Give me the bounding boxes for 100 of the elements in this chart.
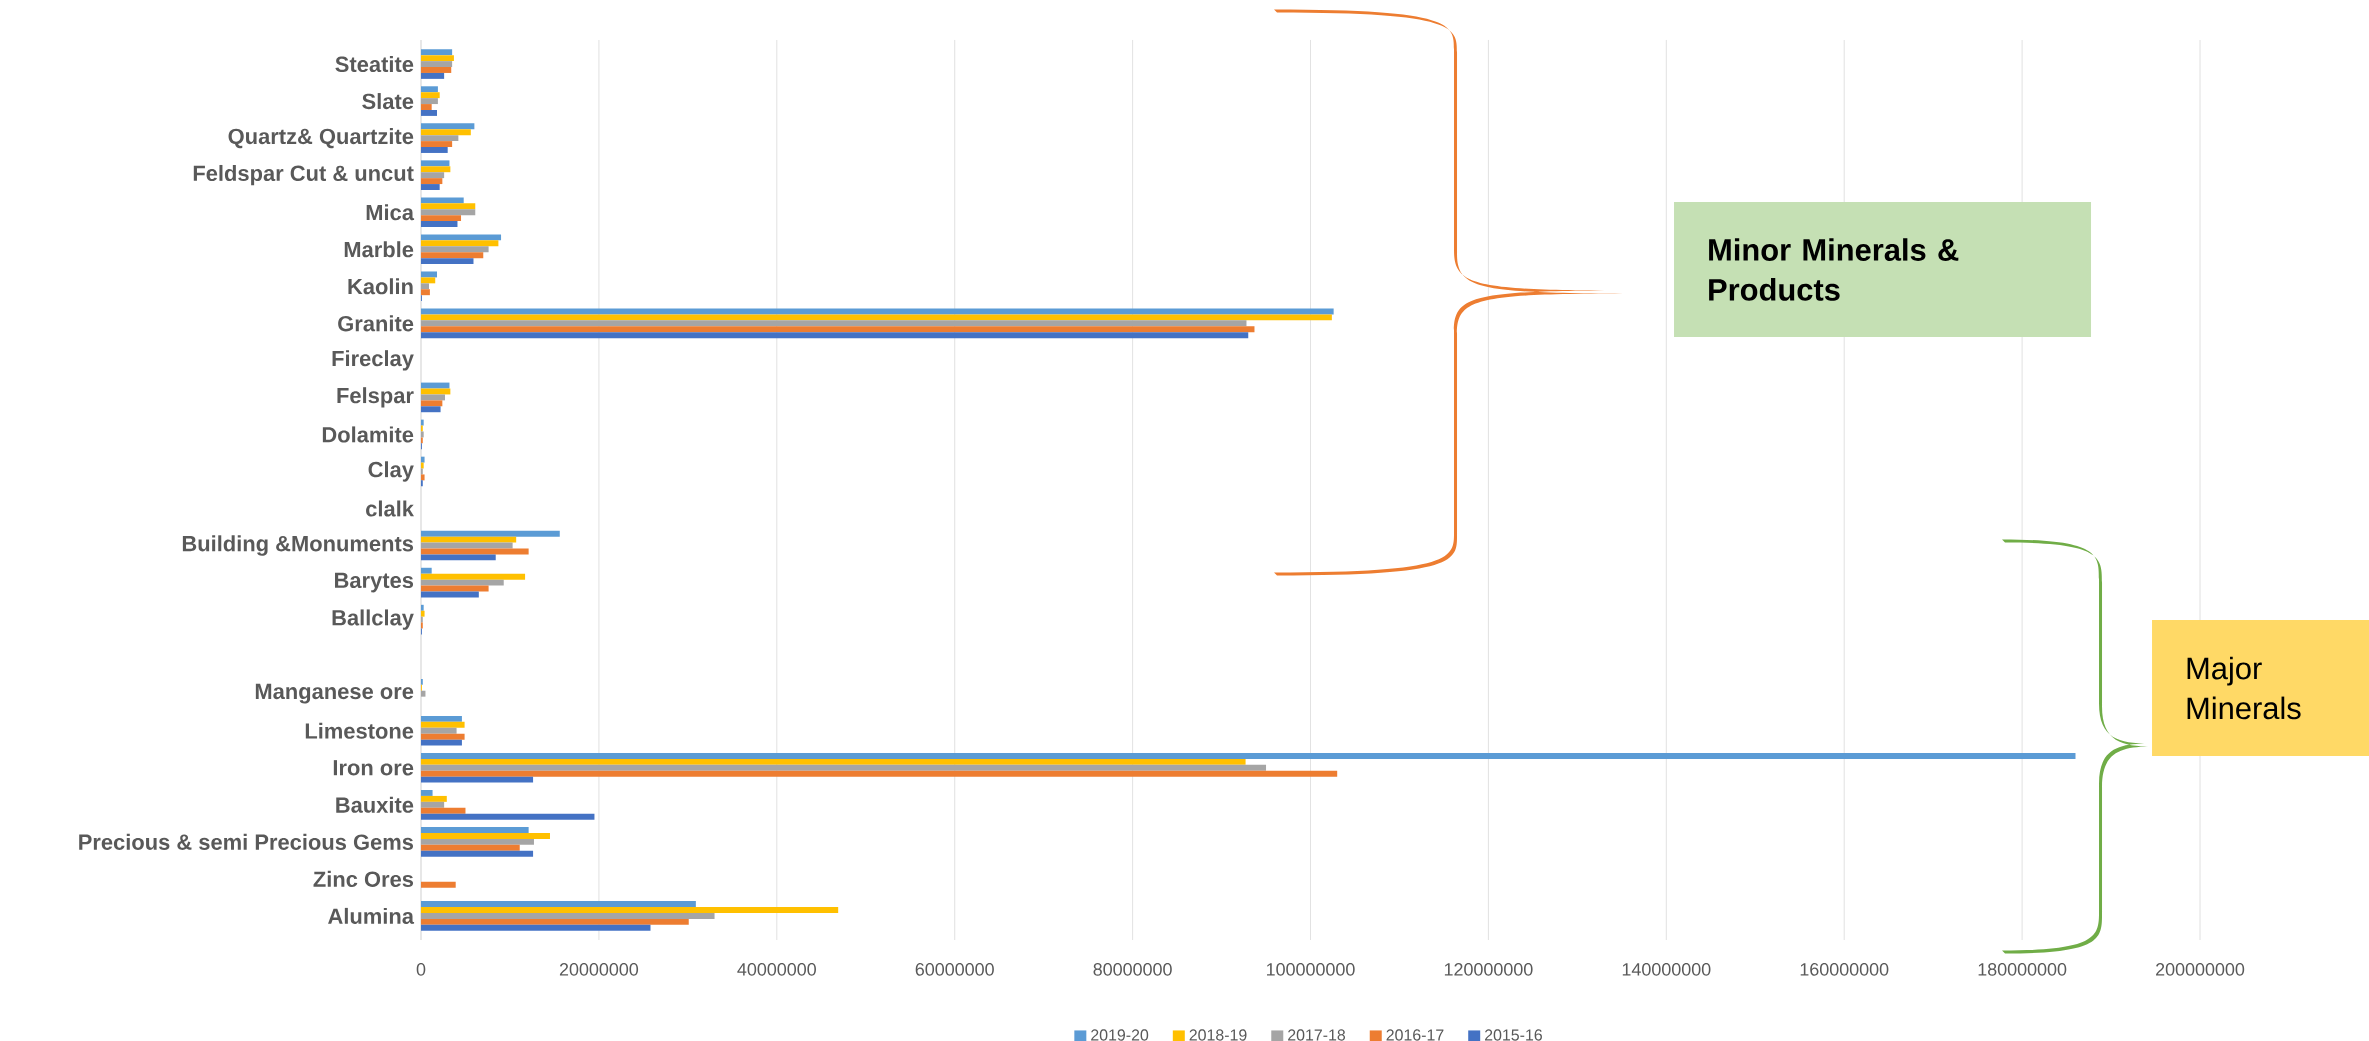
bar xyxy=(421,838,534,845)
bar xyxy=(421,277,436,284)
bar xyxy=(421,604,424,611)
y-tick-label: Bauxite xyxy=(336,796,414,813)
bar xyxy=(421,234,502,241)
bar xyxy=(421,314,1332,321)
bar xyxy=(421,790,433,796)
bar xyxy=(421,807,466,814)
x-tick-label: 60000000 xyxy=(915,963,994,976)
bar xyxy=(421,813,595,820)
bar xyxy=(421,573,526,580)
bar xyxy=(421,431,424,438)
x-tick-label: 180000000 xyxy=(1978,963,2067,976)
bar xyxy=(421,419,424,426)
bar xyxy=(421,795,447,802)
bar xyxy=(421,55,454,62)
bar xyxy=(421,72,445,79)
y-tick-label: Barytes xyxy=(335,572,414,593)
y-tick-label: Felspar xyxy=(337,387,414,408)
x-tick-label: 0 xyxy=(416,963,426,976)
bar xyxy=(421,530,560,537)
y-tick-label: Dolamite xyxy=(322,426,414,443)
bar xyxy=(421,764,1267,771)
x-tick-label: 140000000 xyxy=(1622,963,1711,976)
legend-label: 2015-16 xyxy=(1485,1029,1542,1041)
bar xyxy=(421,918,689,925)
y-tick-label: Granite xyxy=(338,315,414,332)
bar xyxy=(421,289,430,296)
y-tick-label: Alumina xyxy=(328,907,415,924)
bar xyxy=(421,49,453,56)
bar xyxy=(421,172,445,179)
y-tick-label: Clay xyxy=(368,461,414,482)
bar xyxy=(421,739,462,746)
x-tick-label: 20000000 xyxy=(559,963,639,976)
y-tick-label: Manganese ore xyxy=(255,683,414,704)
bar xyxy=(421,456,425,463)
bar xyxy=(421,924,651,931)
bar xyxy=(421,141,453,148)
bar xyxy=(421,733,465,740)
bar xyxy=(421,554,496,561)
bar xyxy=(421,178,443,185)
bar xyxy=(421,832,550,839)
bar xyxy=(421,727,457,734)
y-tick-label: Ballclay xyxy=(332,609,414,630)
bar xyxy=(421,690,426,697)
bar xyxy=(421,147,448,153)
bar xyxy=(421,850,534,857)
bar xyxy=(421,67,452,73)
bar xyxy=(421,86,438,93)
x-tick-label: 40000000 xyxy=(737,963,816,976)
y-tick-label: Zinc Ores xyxy=(313,870,414,887)
x-tick-label: 120000000 xyxy=(1444,963,1533,976)
bar xyxy=(421,320,1247,327)
bar xyxy=(421,252,484,259)
bar xyxy=(421,382,450,389)
bar xyxy=(421,332,1249,339)
y-tick-label: Mica xyxy=(366,204,415,221)
x-tick-label: 160000000 xyxy=(1800,963,1889,976)
y-tick-label: Quartz& Quartzite xyxy=(228,128,414,149)
bar xyxy=(421,246,489,253)
annotation: Major Minerals xyxy=(2187,656,2301,720)
bar xyxy=(421,752,2076,759)
annotation: Minor Minerals & Products xyxy=(1709,238,1959,301)
bar xyxy=(421,715,462,722)
bar xyxy=(421,406,441,413)
bar xyxy=(421,160,450,167)
y-tick-label: Fireclay xyxy=(332,350,414,371)
bar xyxy=(421,215,462,222)
legend-label: 2019-20 xyxy=(1091,1029,1149,1041)
bar xyxy=(421,123,475,130)
x-tick-label: 80000000 xyxy=(1093,963,1172,976)
x-tick-label: 200000000 xyxy=(2156,963,2245,976)
y-tick-label: Slate xyxy=(362,93,414,110)
y-tick-label: Limestone xyxy=(305,722,414,739)
bar xyxy=(421,129,471,136)
y-tick-label: clalk xyxy=(366,500,414,517)
bar xyxy=(421,98,438,105)
y-tick-label: Marble xyxy=(344,241,414,258)
bar xyxy=(421,197,464,204)
bar xyxy=(421,827,529,833)
bar xyxy=(421,567,432,574)
bar xyxy=(421,92,440,99)
bar xyxy=(421,61,453,68)
bar xyxy=(421,135,459,142)
bar xyxy=(421,901,696,908)
bar xyxy=(421,283,430,290)
bar xyxy=(421,462,424,469)
bar xyxy=(421,104,432,110)
x-tick-label: 100000000 xyxy=(1267,963,1355,976)
y-tick-label: Steatite xyxy=(335,56,414,73)
bar xyxy=(421,394,446,401)
y-tick-label: Building &Monuments xyxy=(182,535,414,556)
y-tick-label: Precious & semi Precious Gems xyxy=(79,833,414,850)
legend-label: 2016-17 xyxy=(1386,1029,1444,1041)
bar xyxy=(421,221,458,228)
bar xyxy=(421,536,517,543)
bar xyxy=(421,776,534,783)
bar xyxy=(421,610,425,617)
bar xyxy=(421,758,1246,765)
bar xyxy=(421,579,504,586)
